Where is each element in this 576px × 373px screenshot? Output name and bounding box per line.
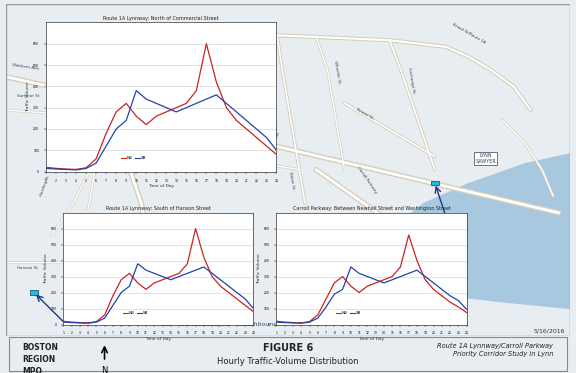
- Text: BOSTON
REGION
MPO: BOSTON REGION MPO: [22, 343, 59, 373]
- Y-axis label: Traffic Volume: Traffic Volume: [257, 253, 261, 284]
- X-axis label: Time of Day: Time of Day: [148, 184, 175, 188]
- X-axis label: Time of Day: Time of Day: [358, 337, 385, 341]
- X-axis label: Time of Day: Time of Day: [145, 337, 172, 341]
- Text: Carroll Parkway: Carroll Parkway: [356, 166, 377, 194]
- Text: Commercial St.: Commercial St.: [124, 132, 134, 164]
- Y-axis label: Traffic Volume: Traffic Volume: [26, 82, 31, 112]
- Text: FIGURE 6: FIGURE 6: [263, 343, 313, 353]
- Text: Mason St.: Mason St.: [271, 117, 278, 138]
- Text: Wheeler St.: Wheeler St.: [333, 60, 341, 84]
- Text: Wakhem Ave.: Wakhem Ave.: [12, 63, 40, 71]
- Text: NB = Northbound, SB = Southbound.: NB = Northbound, SB = Southbound.: [162, 322, 279, 327]
- Text: Route 1A Lynnway/Carroll Parkway
Priority Corridor Study in Lynn: Route 1A Lynnway/Carroll Parkway Priorit…: [437, 343, 554, 357]
- Text: Broad St.: Broad St.: [356, 107, 375, 121]
- Legend: NB, SB: NB, SB: [121, 310, 150, 317]
- Text: LYNN
SAWYER: LYNN SAWYER: [475, 153, 496, 164]
- Text: Hourly Traffic-Volume Distribution: Hourly Traffic-Volume Distribution: [217, 357, 359, 366]
- Text: Harding St.: Harding St.: [40, 175, 51, 197]
- Polygon shape: [373, 153, 570, 309]
- Bar: [430, 181, 439, 185]
- Bar: [30, 290, 38, 295]
- Text: Alley Way: Alley Way: [232, 147, 252, 151]
- Text: Lynnway/Route 1A: Lynnway/Route 1A: [147, 259, 157, 297]
- Text: Surfmar St.: Surfmar St.: [17, 94, 41, 98]
- Text: S. Common St.: S. Common St.: [227, 24, 259, 28]
- Text: Exchange St.: Exchange St.: [407, 67, 415, 94]
- Y-axis label: Traffic Volume: Traffic Volume: [44, 253, 48, 284]
- Text: Hanson St.: Hanson St.: [17, 266, 39, 270]
- Legend: NB, SB: NB, SB: [334, 310, 363, 317]
- Text: Baker St.: Baker St.: [288, 172, 295, 191]
- Title: Route 1A Lynnway: North of Commercial Street: Route 1A Lynnway: North of Commercial St…: [104, 16, 219, 21]
- Text: N: N: [101, 366, 108, 373]
- Bar: [160, 121, 168, 126]
- Legend: NB, SB: NB, SB: [119, 155, 148, 162]
- Text: 5/16/2016: 5/16/2016: [533, 328, 564, 333]
- Text: Broad St/Route 1A: Broad St/Route 1A: [452, 22, 486, 44]
- Text: Carroll Ave.: Carroll Ave.: [74, 140, 82, 164]
- Title: Carroll Parkway: Between Newhall Street and Washington Street: Carroll Parkway: Between Newhall Street …: [293, 206, 450, 211]
- Title: Route 1A Lynnway: South of Hanson Street: Route 1A Lynnway: South of Hanson Street: [106, 206, 211, 211]
